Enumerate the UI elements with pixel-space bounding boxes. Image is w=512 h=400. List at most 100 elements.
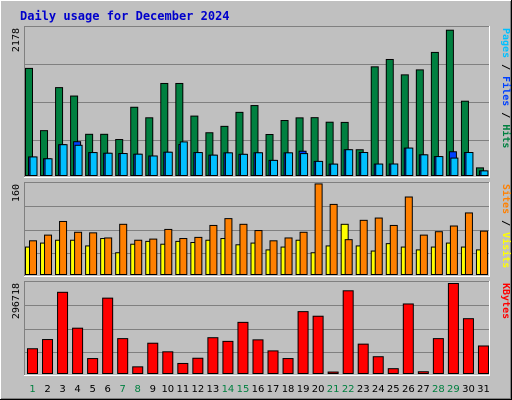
bar-sites-day-22: [344, 239, 353, 275]
bar-kbytes-day-21: [327, 371, 339, 374]
bar-kbytes-day-1: [27, 348, 38, 374]
bar-sites-day-14: [224, 218, 233, 275]
chart-title: Daily usage for December 2024: [20, 9, 230, 23]
x-label-day-1: 1: [29, 384, 35, 395]
x-label-day-27: 27: [417, 384, 430, 395]
x-label-day-8: 8: [135, 384, 141, 395]
y-max-label-1: 2178: [11, 28, 22, 52]
x-label-day-9: 9: [150, 384, 156, 395]
x-label-day-7: 7: [120, 384, 126, 395]
x-label-day-19: 19: [297, 384, 310, 395]
bar-pages-day-8: [134, 153, 143, 176]
bar-kbytes-day-17: [267, 350, 279, 374]
bar-pages-day-21: [330, 163, 339, 176]
x-label-day-3: 3: [59, 384, 65, 395]
bar-sites-day-24: [374, 217, 383, 275]
bar-pages-day-13: [209, 154, 218, 176]
bar-pages-day-31: [480, 170, 489, 177]
bar-kbytes-day-24: [372, 356, 384, 374]
bar-sites-day-28: [434, 231, 443, 276]
x-label-day-4: 4: [74, 384, 80, 395]
legends: Pages / Files / Hits Sites / Visits KBytes: [500, 28, 512, 319]
x-label-day-2: 2: [44, 384, 50, 395]
bar-pages-day-9: [149, 155, 158, 177]
x-label-day-26: 26: [402, 384, 415, 395]
bar-sites-day-4: [74, 231, 83, 275]
bar-kbytes-day-8: [132, 366, 144, 375]
bar-pages-day-23: [360, 152, 369, 177]
bar-sites-day-13: [209, 224, 218, 275]
bar-kbytes-day-22: [342, 290, 354, 375]
x-label-day-5: 5: [89, 384, 95, 395]
x-label-day-17: 17: [267, 384, 280, 395]
bar-pages-day-6: [104, 152, 113, 176]
bar-kbytes-day-6: [102, 297, 114, 374]
bar-sites-day-8: [134, 239, 143, 276]
bar-pages-day-20: [315, 160, 324, 176]
bar-kbytes-day-5: [87, 358, 99, 374]
legend-item-panel2-2: Visits: [500, 232, 512, 268]
bar-pages-day-7: [119, 153, 128, 176]
bar-pages-day-15: [239, 153, 248, 176]
bar-sites-day-1: [29, 240, 37, 275]
bar-sites-day-2: [44, 234, 53, 275]
x-label-day-15: 15: [237, 384, 250, 395]
x-label-day-14: 14: [222, 384, 235, 395]
bar-sites-day-21: [329, 203, 338, 275]
bar-sites-day-6: [104, 237, 113, 275]
x-label-day-6: 6: [104, 384, 110, 395]
bar-pages-day-27: [420, 154, 429, 176]
bar-sites-day-23: [359, 219, 368, 276]
x-label-day-22: 22: [342, 384, 355, 395]
y-max-label-3: 296718: [11, 283, 22, 319]
x-label-day-29: 29: [447, 384, 460, 395]
bar-pages-day-25: [390, 163, 399, 176]
x-label-day-16: 16: [252, 384, 265, 395]
bar-sites-day-20: [314, 183, 323, 275]
x-label-day-21: 21: [327, 384, 340, 395]
bar-kbytes-day-14: [222, 340, 234, 375]
bar-kbytes-day-3: [57, 291, 69, 375]
bar-sites-day-12: [194, 236, 203, 276]
bar-sites-day-5: [89, 232, 98, 275]
bar-kbytes-day-20: [312, 315, 324, 375]
bar-sites-day-9: [149, 238, 158, 276]
legend-item-panel3-0: KBytes: [500, 283, 511, 319]
bar-kbytes-day-27: [417, 371, 429, 375]
bar-pages-day-26: [405, 147, 414, 177]
bar-kbytes-day-15: [237, 321, 249, 374]
bar-pages-day-1: [29, 156, 38, 176]
bar-kbytes-day-10: [162, 351, 174, 375]
bar-sites-day-15: [239, 223, 248, 275]
bar-pages-day-29: [450, 157, 459, 177]
legend-item-panel1-1: /: [500, 58, 511, 76]
bar-kbytes-day-23: [357, 343, 369, 375]
x-label-day-13: 13: [207, 384, 220, 395]
bar-pages-day-22: [345, 149, 354, 176]
bar-hits-day-25: [385, 58, 394, 176]
bar-pages-day-18: [285, 152, 294, 176]
legend-panel3: KBytes: [500, 283, 511, 319]
bar-sites-day-29: [449, 225, 458, 276]
x-label-day-28: 28: [432, 384, 445, 395]
x-axis-labels: 1 2 3 4 5 6 7 8 9 10 11 12 13 14 15 16 17 18 19 20 21 22 23 24 2…: [29, 384, 490, 395]
bar-pages-day-3: [59, 144, 68, 177]
x-label-day-31: 31: [477, 384, 490, 395]
legend-item-panel1-3: /: [500, 106, 511, 124]
legend-item-panel1-2: Files: [500, 76, 512, 106]
bar-pages-day-10: [164, 151, 173, 176]
y-max-labels: 2178 160 296718: [11, 28, 22, 319]
y-max-label-2: 160: [11, 184, 22, 202]
bar-kbytes-day-31: [477, 345, 489, 374]
bar-hits-day-24: [370, 66, 379, 176]
bar-pages-day-5: [89, 152, 98, 177]
legend-item-panel2-0: Sites: [500, 184, 512, 214]
bar-kbytes-day-19: [297, 311, 309, 374]
x-label-day-18: 18: [282, 384, 295, 395]
x-label-day-25: 25: [387, 384, 400, 395]
legend-panel1: Pages / Files / Hits: [500, 28, 512, 148]
legend-item-panel2-1: /: [500, 214, 511, 232]
bar-kbytes-day-16: [252, 339, 264, 375]
bar-sites-day-25: [389, 224, 398, 275]
